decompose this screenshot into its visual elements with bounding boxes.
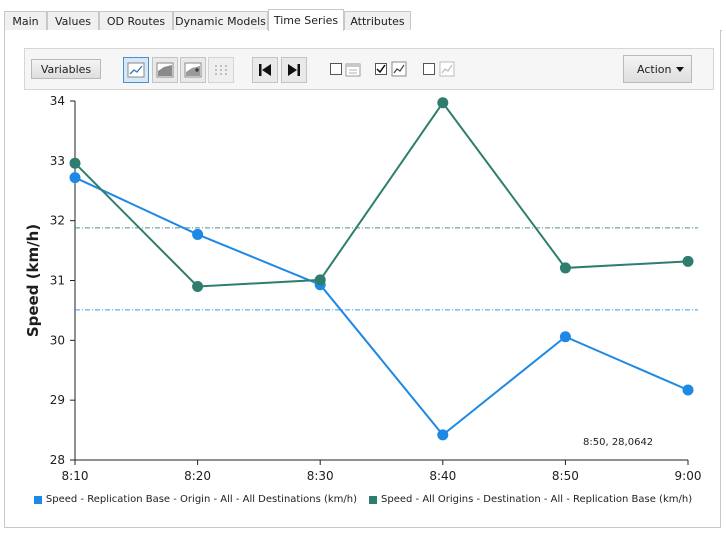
x-tick-label: 9:00	[675, 469, 702, 483]
action-label: Action	[637, 62, 672, 76]
data-point	[69, 157, 81, 169]
y-tick-label: 32	[50, 214, 65, 228]
y-tick-label: 33	[50, 154, 65, 168]
tab-od-routes[interactable]: OD Routes	[99, 11, 173, 30]
x-tick-label: 8:40	[429, 469, 456, 483]
cursor-readout: 8:50, 28,0642	[583, 437, 654, 448]
tab-dynamic-models[interactable]: Dynamic Models	[173, 11, 268, 30]
chart-legend: Speed - Replication Base - Origin - All …	[0, 494, 726, 505]
area-chart-view-icon	[156, 62, 174, 78]
tab-main[interactable]: Main	[4, 11, 47, 30]
data-point	[437, 97, 449, 109]
tab-attributes[interactable]: Attributes	[344, 11, 411, 30]
x-tick-label: 8:30	[307, 469, 334, 483]
tab-time-series[interactable]: Time Series	[268, 9, 344, 31]
y-tick-label: 29	[50, 393, 65, 407]
add-chart-icon	[184, 62, 202, 78]
legend-item[interactable]: Speed - All Origins - Destination - All …	[369, 494, 692, 505]
skip-to-start-icon	[259, 64, 271, 76]
data-point	[437, 429, 449, 441]
calendar-toggle-checkbox[interactable]	[330, 63, 342, 75]
tab-values[interactable]: Values	[47, 11, 99, 30]
add-chart-button[interactable]	[180, 57, 206, 83]
data-point	[559, 262, 571, 274]
legend-swatch	[369, 495, 377, 504]
legend-item[interactable]: Speed - Replication Base - Origin - All …	[33, 494, 357, 505]
data-point	[314, 274, 326, 286]
chevron-down-icon	[676, 67, 684, 72]
disabled-line-chart-toggle-checkbox[interactable]	[423, 63, 435, 75]
tab-label: Attributes	[350, 14, 405, 28]
action-dropdown-button[interactable]: Action	[623, 55, 692, 83]
variables-button[interactable]: Variables	[31, 59, 101, 79]
line-chart-disabled-icon	[439, 61, 455, 77]
area-chart-view-button[interactable]	[152, 57, 178, 83]
tab-label: Time Series	[273, 14, 339, 27]
legend-swatch	[33, 495, 42, 504]
y-tick-label: 31	[50, 274, 65, 288]
data-point	[682, 255, 694, 267]
tab-label: Values	[55, 14, 91, 28]
time-series-panel	[4, 30, 721, 528]
legend-label: Speed - Replication Base - Origin - All …	[45, 494, 357, 505]
y-tick-label: 34	[50, 94, 65, 108]
y-tick-label: 30	[50, 333, 65, 347]
data-point	[192, 228, 204, 240]
tab-label: Dynamic Models	[175, 14, 266, 28]
tab-label: OD Routes	[106, 14, 166, 28]
line-chart-icon	[391, 61, 407, 77]
y-axis-title: Speed (km/h)	[24, 224, 42, 337]
calendar-icon	[345, 63, 361, 77]
series-line	[74, 176, 689, 437]
x-tick-label: 8:10	[62, 469, 89, 483]
line-chart-toggle-checkbox[interactable]	[375, 63, 387, 75]
tab-label: Main	[12, 14, 39, 28]
data-point	[682, 384, 694, 396]
x-tick-label: 8:50	[552, 469, 579, 483]
legend-label: Speed - All Origins - Destination - All …	[381, 494, 693, 505]
skip-to-start-button[interactable]	[252, 57, 278, 83]
grid-dots-icon	[215, 65, 227, 75]
series-line	[74, 101, 689, 288]
grid-dots-button[interactable]	[208, 57, 234, 83]
skip-to-end-icon	[288, 64, 300, 76]
skip-to-end-button[interactable]	[281, 57, 307, 83]
data-point	[69, 172, 81, 184]
line-chart-view-icon	[127, 62, 145, 78]
checkmark-icon	[376, 64, 386, 74]
x-tick-label: 8:20	[184, 469, 211, 483]
data-point	[559, 331, 571, 343]
y-tick-label: 28	[50, 453, 65, 467]
tab-bar: Main Values OD Routes Dynamic Models Tim…	[0, 0, 726, 31]
line-chart-view-button[interactable]	[123, 57, 149, 83]
data-point	[192, 280, 204, 292]
